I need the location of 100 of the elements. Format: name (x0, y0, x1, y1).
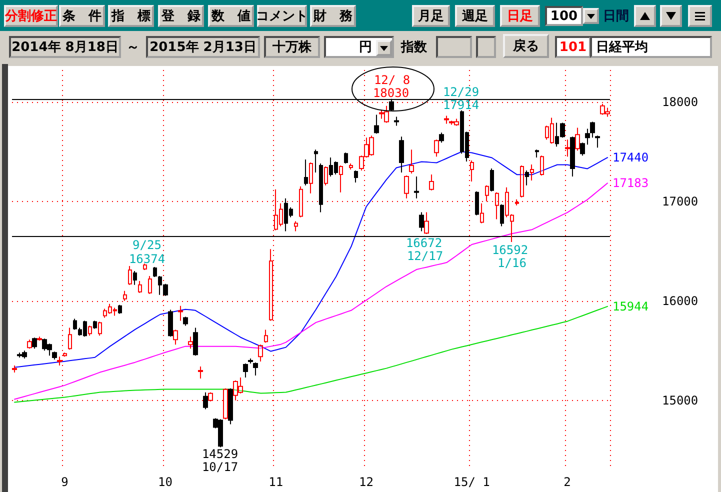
text: 円 (324, 36, 394, 58)
candlestick (585, 128, 590, 146)
candlestick (32, 337, 37, 350)
text: 101 (555, 36, 591, 58)
chart-title: 日経平均 (590, 36, 712, 58)
x-tick-label: 9 (61, 475, 68, 489)
candlestick (600, 103, 605, 116)
candlestick (399, 136, 404, 173)
candlestick (409, 149, 414, 174)
candlestick (480, 202, 484, 224)
text: コメント (256, 5, 308, 27)
x-tick-label: 12 (359, 475, 374, 489)
annotation: 16592 (492, 243, 528, 257)
candlestick (580, 142, 585, 156)
text: 十万株 (264, 36, 320, 58)
annotation: 10/17 (202, 460, 238, 474)
candlestick (319, 163, 323, 213)
annotation: 9/25 (132, 238, 162, 252)
x-tick-label: 11 (268, 475, 284, 489)
text: 戻る (503, 34, 549, 58)
candlestick (344, 152, 348, 164)
candlestick (294, 220, 298, 232)
candlestick (505, 186, 509, 218)
candlestick (540, 155, 544, 176)
candlestick (485, 184, 489, 202)
candlestick (359, 155, 364, 171)
annotation: 12/29 (442, 85, 480, 99)
annotation: 1/16 (498, 256, 526, 270)
x-tick-label: 10 (158, 475, 172, 489)
candlestick (243, 363, 248, 378)
candlestick (535, 149, 539, 158)
data-label: 15944 (612, 299, 649, 314)
candlestick (27, 339, 32, 350)
candlestick (238, 376, 243, 394)
text: 条 件 (59, 5, 105, 27)
candlestick (490, 168, 494, 192)
candlestick (153, 266, 157, 278)
candlestick (364, 137, 369, 158)
candlestick (354, 170, 358, 183)
candlestick (269, 248, 273, 322)
data-label: 17440 (612, 150, 649, 165)
candlestick (63, 352, 67, 358)
data-label: 17183 (612, 176, 649, 190)
candlestick (510, 214, 514, 242)
annotation: 16672 (406, 236, 442, 250)
candlestick (374, 114, 379, 134)
candlestick (188, 336, 193, 350)
candlestick (248, 358, 253, 364)
candlestick (314, 149, 318, 173)
candlestick (12, 365, 17, 373)
candlestick (565, 139, 570, 158)
text: 登 録 (158, 5, 204, 27)
candlestick (404, 174, 409, 199)
candlestick (52, 351, 57, 360)
candlestick (470, 160, 474, 182)
candlestick (168, 309, 173, 338)
candlestick (103, 308, 107, 318)
text: 財 務 (310, 5, 356, 27)
y-tick-label: 18000 (662, 94, 698, 109)
candlestick (228, 388, 233, 425)
candlestick (500, 204, 504, 227)
line-series (14, 151, 608, 368)
text: 分割修正 (4, 5, 58, 27)
text: 月足 (412, 5, 450, 27)
candlestick (143, 263, 147, 270)
candlestick (183, 316, 188, 326)
text: 指 標 (108, 5, 154, 27)
candlestick (37, 336, 42, 342)
candlestick (515, 198, 519, 206)
annotation: 18030 (372, 86, 410, 100)
candlestick (148, 275, 152, 294)
candlestick (299, 186, 303, 218)
candlestick (595, 135, 600, 148)
text: ～ (126, 39, 140, 57)
candlestick (475, 190, 479, 216)
candlestick (414, 176, 419, 199)
annotation: 14529 (202, 447, 238, 461)
candlestick (57, 356, 62, 366)
line-series (14, 306, 608, 403)
candlestick (570, 136, 575, 177)
candlestick (495, 192, 499, 220)
candlestick (223, 388, 228, 420)
candlestick (605, 107, 610, 118)
text: 日足 (500, 5, 540, 27)
candlestick (419, 212, 424, 232)
candlestick (73, 318, 77, 330)
candlestick (394, 116, 399, 126)
candlestick (439, 132, 444, 144)
candlestick (545, 125, 549, 140)
annotation: 17914 (442, 98, 480, 112)
candlestick (208, 392, 213, 402)
candlestick (128, 266, 132, 286)
candlestick (324, 166, 328, 186)
candlestick (198, 366, 203, 379)
candlestick (429, 174, 434, 191)
candlestick (279, 202, 283, 227)
candlestick (349, 163, 353, 170)
candlestick (264, 329, 268, 344)
text: 2014年 8月18日 (9, 36, 121, 58)
text: 週足 (455, 5, 495, 27)
